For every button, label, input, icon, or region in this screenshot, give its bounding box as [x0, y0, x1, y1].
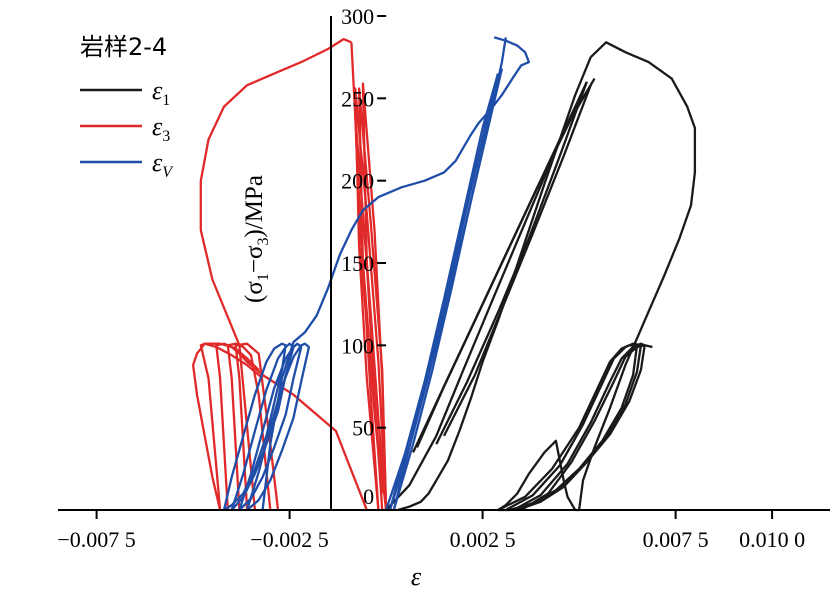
legend-e3-sub: 3 [162, 128, 170, 145]
series-line [354, 87, 388, 511]
ylabel-open: (σ [241, 281, 268, 303]
legend-ev-symbol: ε [152, 148, 163, 177]
legend-e1-symbol: ε [152, 76, 163, 105]
ylabel-mid: −σ [241, 245, 268, 273]
legend-e3-symbol: ε [152, 112, 163, 141]
series-line [361, 82, 388, 511]
series-line [415, 78, 596, 448]
legend-ev-sub: V [162, 164, 174, 181]
y-tick-label: 150 [341, 251, 374, 276]
series-line [385, 73, 500, 511]
series-line [520, 344, 653, 511]
series-line [392, 37, 507, 511]
y-tick-label: 300 [341, 4, 374, 29]
series-line [435, 81, 588, 445]
x-tick-label: 0.007 5 [643, 527, 709, 552]
series-1 [385, 41, 697, 512]
series-line [442, 84, 592, 437]
series-line [397, 41, 697, 512]
series-layer [191, 36, 697, 512]
x-axis-title: ε [411, 562, 422, 591]
series-line [512, 342, 646, 512]
x-tick-label: −0.007 5 [57, 527, 135, 552]
series-line [261, 36, 531, 511]
y-ticks: 0 50 100 150 200 250 300 [341, 4, 387, 511]
ylabel-sub1: 1 [255, 273, 272, 281]
legend-label-ev: εV [152, 148, 174, 181]
series-line [238, 342, 303, 511]
series-line [215, 342, 260, 511]
legend-label-e1: ε1 [152, 76, 170, 109]
series-line [199, 37, 352, 511]
legend-e1-sub: 1 [162, 92, 170, 109]
y-tick-label: 0 [363, 484, 374, 509]
y-tick-label: 250 [341, 86, 374, 111]
series-3 [222, 36, 531, 511]
series-line [354, 113, 388, 511]
y-tick-label: 50 [352, 416, 374, 441]
x-ticks: −0.007 5 −0.002 5 0.002 5 0.007 5 0.010 0 [57, 510, 805, 552]
legend-label-e3: ε3 [152, 112, 170, 145]
x-tick-label: 0.010 0 [739, 527, 805, 552]
x-tick-label: 0.002 5 [450, 527, 516, 552]
ylabel-sub2: 3 [255, 238, 272, 246]
y-tick-label: 100 [341, 333, 374, 358]
series-line [199, 342, 264, 511]
y-axis-title: (σ1−σ3)/MPa [241, 175, 272, 303]
axes: −0.007 5 −0.002 5 0.002 5 0.007 5 0.010 0 0 5… [57, 4, 830, 552]
legend-title: 岩样2-4 [80, 33, 167, 61]
ylabel-close: )/MPa [241, 175, 268, 238]
y-tick-label: 200 [341, 169, 374, 194]
legend: 岩样2-4 ε1 ε3 εV [80, 33, 174, 181]
series-line [246, 342, 311, 511]
x-tick-label: −0.002 5 [250, 527, 328, 552]
